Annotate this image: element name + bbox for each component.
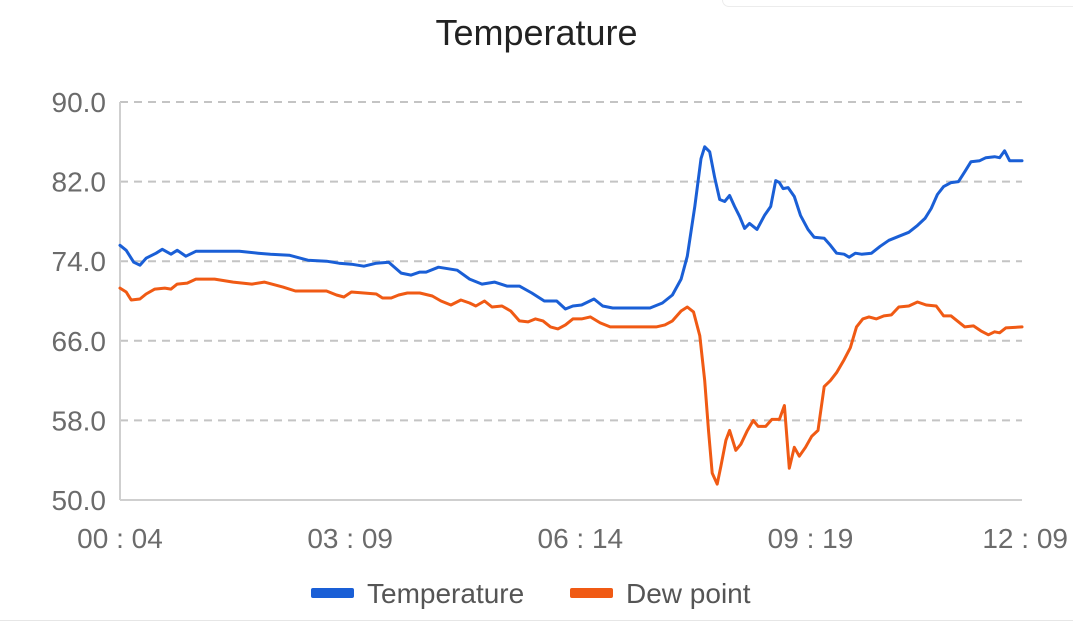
y-tick-label: 82.0 bbox=[52, 167, 107, 198]
y-tick-label: 50.0 bbox=[52, 485, 107, 516]
legend-label-temperature: Temperature bbox=[367, 578, 524, 609]
series-line-dew-point bbox=[118, 277, 1024, 486]
y-tick-label: 90.0 bbox=[52, 87, 107, 118]
legend-label-dew-point: Dew point bbox=[626, 578, 751, 609]
legend: Temperature Dew point bbox=[311, 578, 751, 609]
y-tick-label: 74.0 bbox=[52, 246, 107, 277]
gridlines bbox=[119, 101, 1022, 501]
x-axis-ticks: 00 : 04 03 : 09 06 : 14 09 : 19 12 : 09 bbox=[77, 523, 1068, 554]
series-line-temperature bbox=[118, 145, 1024, 311]
legend-swatch-temperature bbox=[311, 588, 354, 598]
x-tick-label: 12 : 09 bbox=[982, 523, 1068, 554]
series-lines bbox=[118, 145, 1024, 486]
y-axis-ticks: 50.0 58.0 66.0 74.0 82.0 90.0 bbox=[52, 87, 107, 516]
x-tick-label: 03 : 09 bbox=[307, 523, 393, 554]
x-tick-label: 06 : 14 bbox=[538, 523, 624, 554]
divider bbox=[0, 620, 1073, 621]
y-tick-label: 66.0 bbox=[52, 326, 107, 357]
x-tick-label: 09 : 19 bbox=[768, 523, 854, 554]
legend-swatch-dew-point bbox=[570, 588, 613, 598]
chart-title: Temperature bbox=[435, 12, 638, 53]
x-tick-label: 00 : 04 bbox=[77, 523, 163, 554]
y-tick-label: 58.0 bbox=[52, 405, 107, 436]
top-panel-edge bbox=[722, 0, 1073, 7]
